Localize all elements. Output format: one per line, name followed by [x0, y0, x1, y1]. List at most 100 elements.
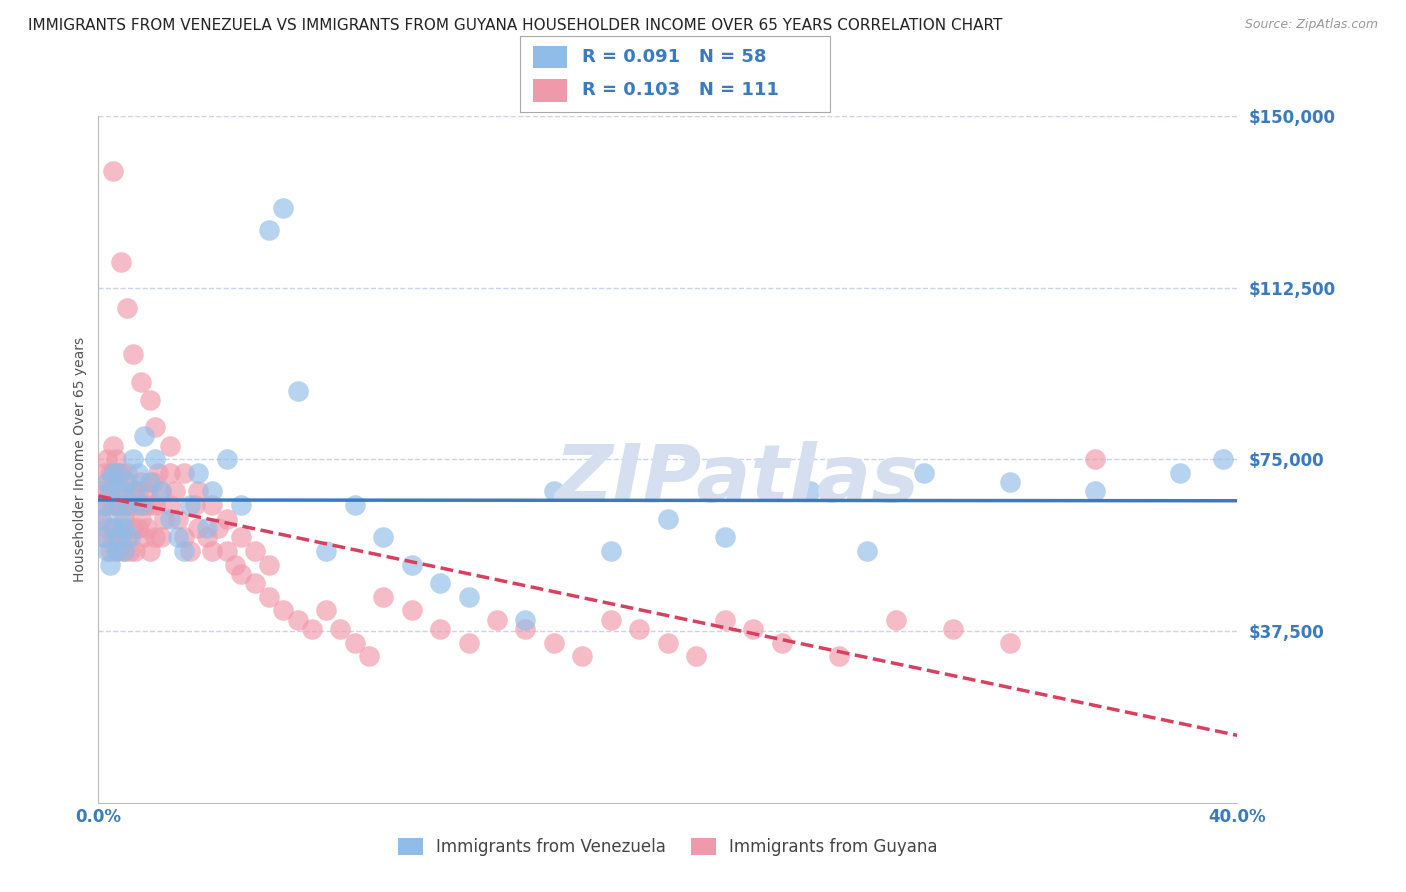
Legend: Immigrants from Venezuela, Immigrants from Guyana: Immigrants from Venezuela, Immigrants fr… — [391, 831, 945, 863]
Point — [124, 544, 146, 558]
Point — [159, 512, 181, 526]
Point — [107, 544, 129, 558]
Point — [98, 466, 121, 480]
Point — [118, 498, 141, 512]
Point — [124, 484, 146, 499]
Point — [543, 635, 565, 649]
Point — [998, 635, 1021, 649]
Point — [98, 498, 121, 512]
Point — [121, 347, 143, 361]
Point — [96, 484, 118, 499]
Point — [628, 622, 651, 636]
Point — [150, 484, 173, 499]
Point — [243, 544, 266, 558]
Point — [121, 521, 143, 535]
Point — [138, 392, 160, 407]
Text: ZIPatlas: ZIPatlas — [554, 441, 918, 519]
Point — [96, 521, 118, 535]
Point — [90, 512, 112, 526]
Point — [132, 530, 155, 544]
Point — [104, 484, 127, 499]
Point — [98, 558, 121, 572]
Point — [229, 530, 252, 544]
Point — [90, 484, 112, 499]
Point — [173, 544, 195, 558]
Point — [1084, 452, 1107, 467]
Point — [159, 498, 181, 512]
Point — [115, 530, 138, 544]
Point — [657, 635, 679, 649]
Point — [942, 622, 965, 636]
Point — [173, 466, 195, 480]
Point — [101, 466, 124, 480]
Point — [101, 521, 124, 535]
Text: R = 0.091   N = 58: R = 0.091 N = 58 — [582, 48, 766, 66]
Point — [799, 484, 821, 499]
Point — [135, 521, 157, 535]
Point — [201, 498, 224, 512]
Point — [515, 613, 537, 627]
Point — [515, 622, 537, 636]
Point — [110, 530, 132, 544]
Point — [110, 498, 132, 512]
Point — [145, 498, 167, 512]
Point — [273, 201, 295, 215]
Point — [96, 475, 118, 490]
Point — [112, 544, 135, 558]
Point — [229, 498, 252, 512]
Point — [115, 498, 138, 512]
FancyBboxPatch shape — [533, 45, 567, 69]
Point — [273, 603, 295, 617]
Point — [167, 512, 190, 526]
Point — [129, 375, 152, 389]
Point — [118, 530, 141, 544]
Point — [243, 576, 266, 591]
Point — [543, 484, 565, 499]
Point — [884, 613, 907, 627]
Point — [150, 530, 173, 544]
Point — [129, 512, 152, 526]
Point — [1084, 484, 1107, 499]
Point — [98, 484, 121, 499]
Point — [104, 544, 127, 558]
Point — [93, 530, 115, 544]
Point — [135, 484, 157, 499]
Point — [315, 544, 337, 558]
Point — [571, 649, 593, 664]
Point — [93, 498, 115, 512]
Point — [856, 544, 879, 558]
Point — [138, 498, 160, 512]
Point — [373, 530, 395, 544]
Point — [259, 558, 281, 572]
Point — [301, 622, 323, 636]
Point — [124, 498, 146, 512]
Point — [93, 498, 115, 512]
Point — [118, 544, 141, 558]
Y-axis label: Householder Income Over 65 years: Householder Income Over 65 years — [73, 337, 87, 582]
Point — [101, 530, 124, 544]
Point — [138, 544, 160, 558]
Point — [148, 466, 170, 480]
Point — [259, 590, 281, 604]
Point — [104, 521, 127, 535]
Point — [173, 530, 195, 544]
Point — [287, 384, 309, 398]
Point — [357, 649, 380, 664]
Text: Source: ZipAtlas.com: Source: ZipAtlas.com — [1244, 18, 1378, 31]
Point — [343, 498, 366, 512]
Point — [132, 429, 155, 443]
Point — [93, 530, 115, 544]
Point — [195, 530, 218, 544]
Text: R = 0.103   N = 111: R = 0.103 N = 111 — [582, 81, 779, 99]
Point — [998, 475, 1021, 490]
Point — [107, 530, 129, 544]
Point — [107, 466, 129, 480]
Point — [600, 544, 623, 558]
Point — [828, 649, 851, 664]
Point — [153, 512, 176, 526]
Point — [1170, 466, 1192, 480]
Point — [145, 452, 167, 467]
Point — [127, 466, 149, 480]
Point — [121, 452, 143, 467]
Point — [373, 590, 395, 604]
